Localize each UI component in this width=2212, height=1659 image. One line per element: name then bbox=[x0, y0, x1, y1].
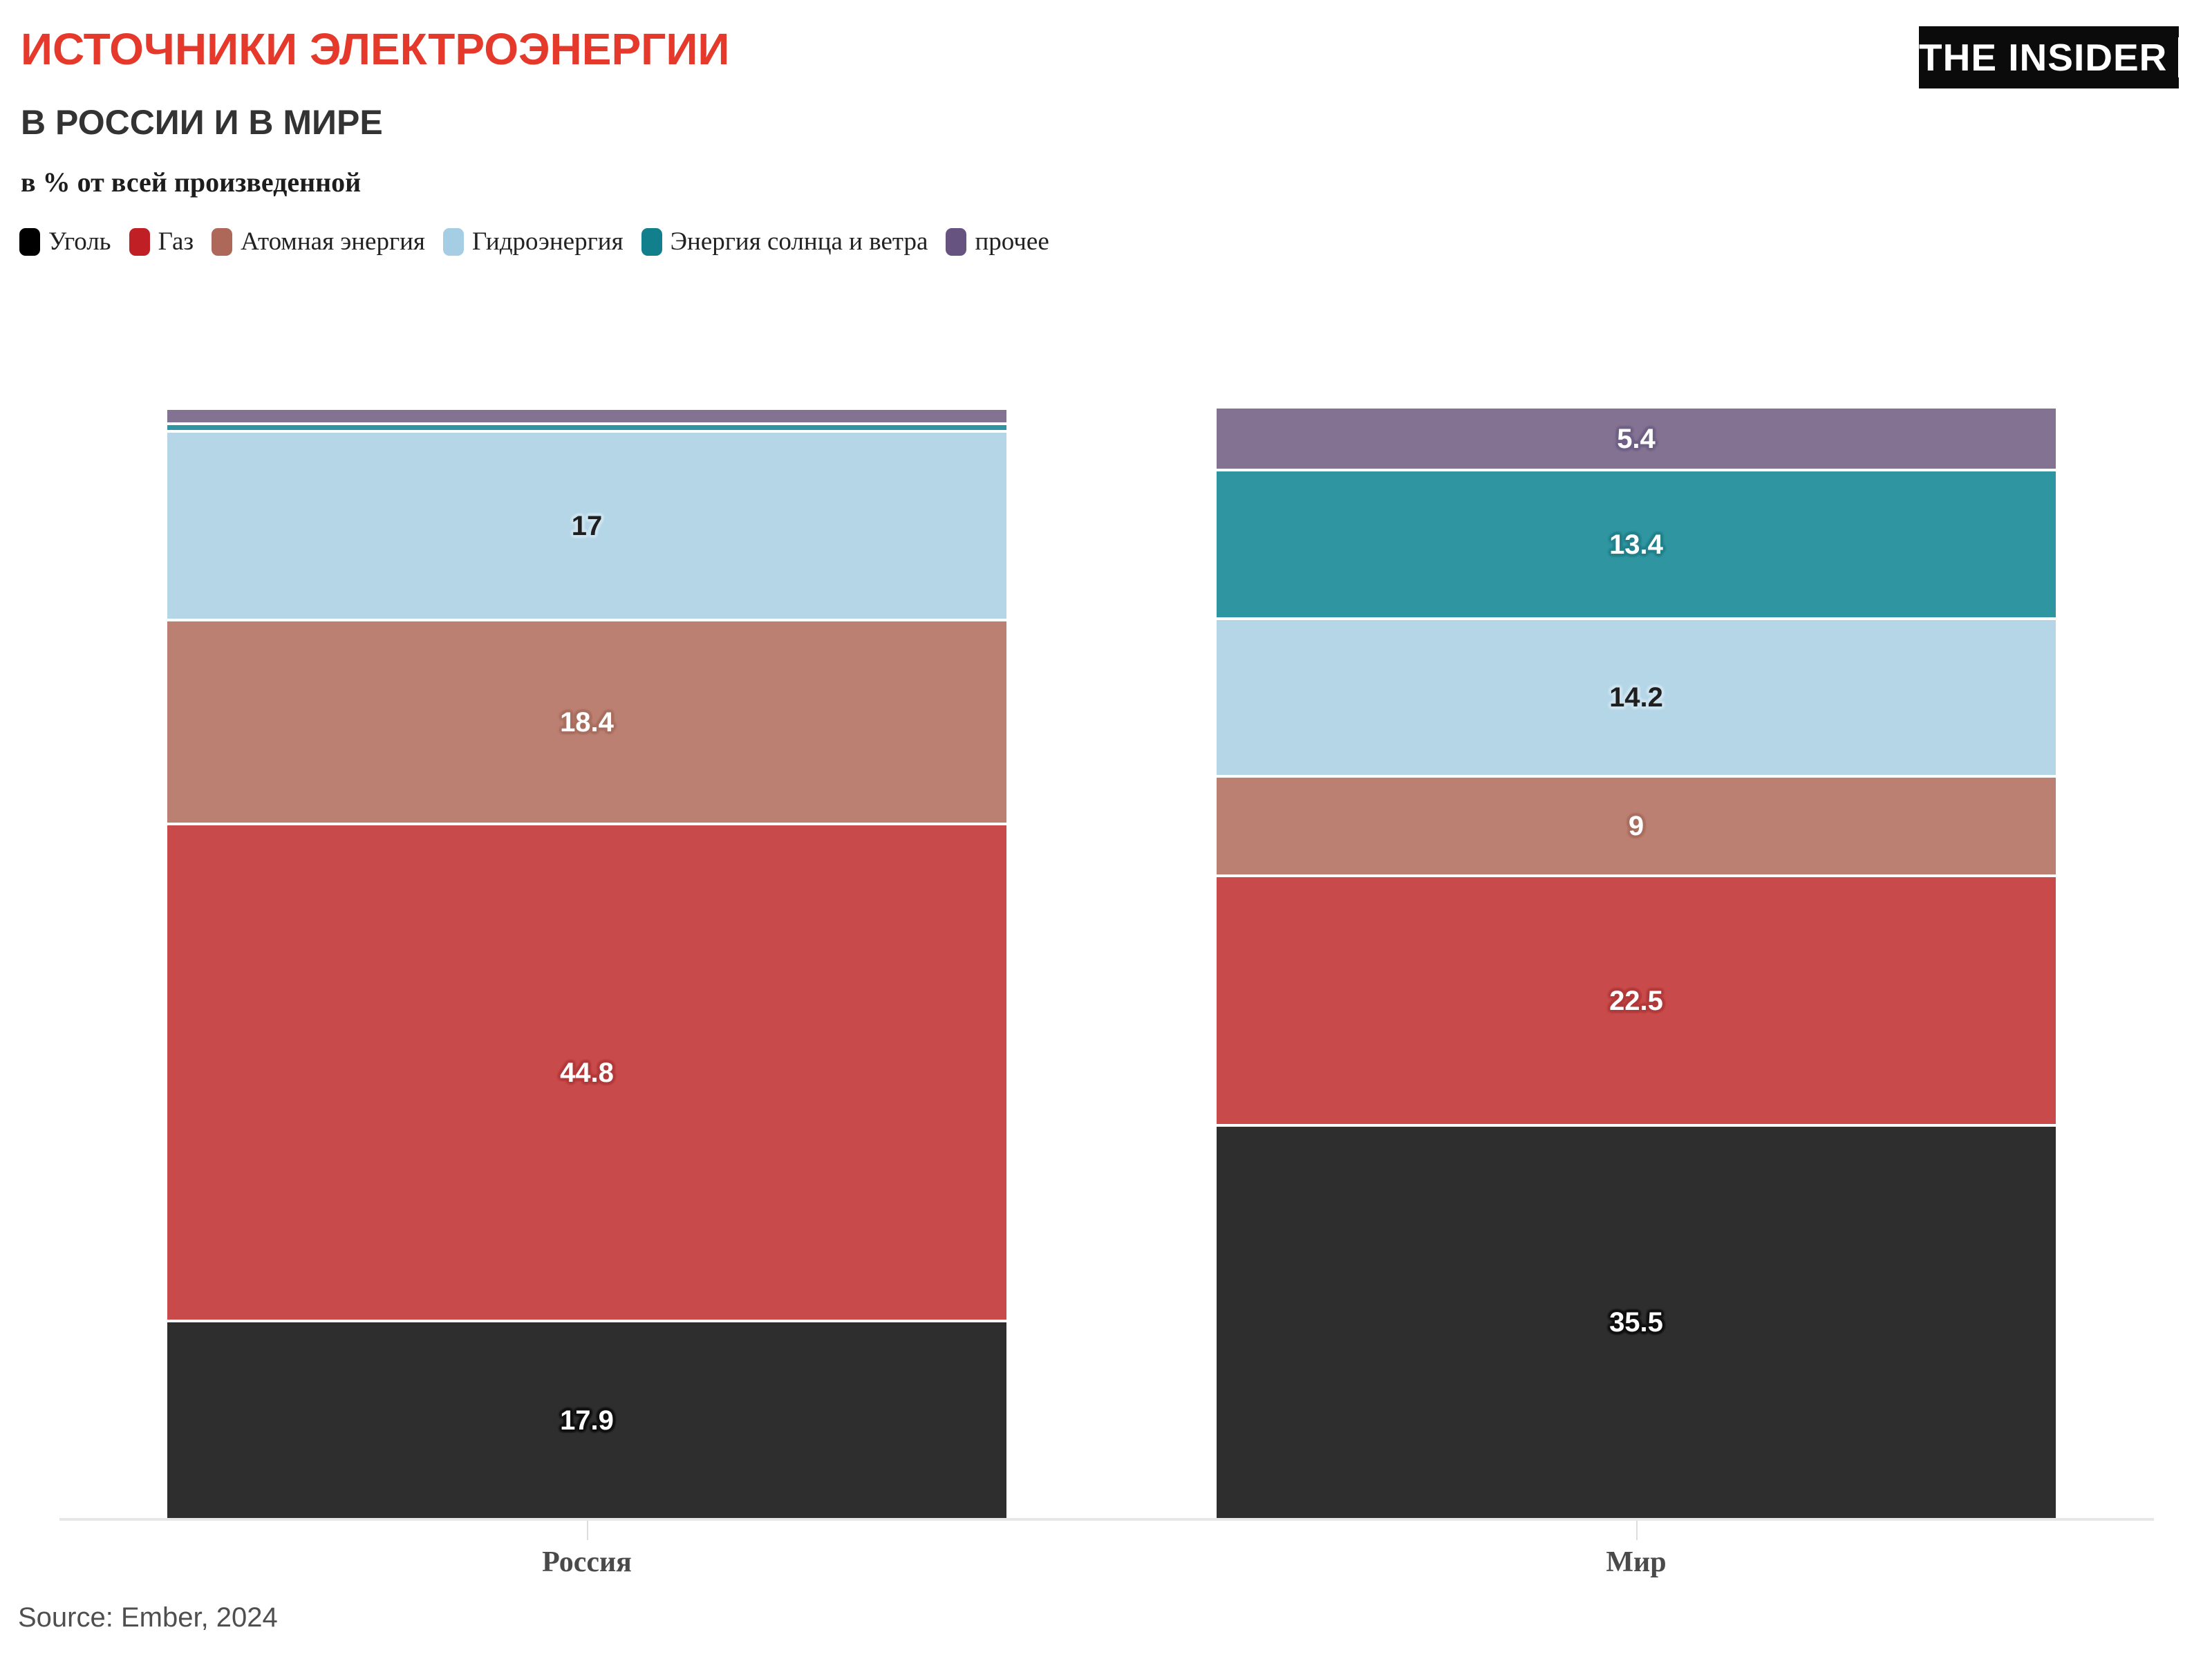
legend-swatch-hydro bbox=[442, 227, 464, 256]
bar-value-label-coal-russia: 17.9 bbox=[560, 1405, 614, 1436]
legend-swatch-coal bbox=[19, 227, 40, 256]
x-axis-line bbox=[59, 1518, 2154, 1521]
legend-label-gas: Газ bbox=[158, 227, 194, 256]
legend-label-solar-wind: Энергия солнца и ветра bbox=[670, 227, 928, 256]
legend-item-solar-wind: Энергия солнца и ветра bbox=[641, 227, 928, 256]
bar-value-label-other-world: 5.4 bbox=[1617, 423, 1656, 454]
source-note: Source: Ember, 2024 bbox=[18, 1602, 278, 1633]
bar-segment-coal-russia[interactable]: 17.9 bbox=[167, 1320, 1006, 1518]
x-axis-label-world: Мир bbox=[1606, 1546, 1667, 1578]
bar-world: 5.4 13.4 14.2 9 22.5 35.5 bbox=[1217, 409, 2056, 1518]
x-axis-tick-russia bbox=[587, 1521, 588, 1540]
legend-item-other: прочее bbox=[946, 227, 1049, 256]
the-insider-logo: THE INSIDER bbox=[1919, 26, 2179, 88]
bar-value-label-solar-wind-world: 13.4 bbox=[1609, 529, 1663, 560]
x-axis-tick-world bbox=[1636, 1521, 1638, 1540]
bar-segment-gas-russia[interactable]: 44.8 bbox=[167, 823, 1006, 1320]
bar-segment-nuclear-world[interactable]: 9 bbox=[1217, 775, 2056, 874]
bar-segment-solar-wind-world[interactable]: 13.4 bbox=[1217, 469, 2056, 617]
bar-segment-nuclear-russia[interactable]: 18.4 bbox=[167, 619, 1006, 823]
legend-label-coal: Уголь bbox=[48, 227, 111, 256]
legend-item-gas: Газ bbox=[129, 227, 194, 256]
bar-segment-hydro-world[interactable]: 14.2 bbox=[1217, 617, 2056, 775]
logo-text: THE INSIDER bbox=[1919, 36, 2168, 79]
legend-item-nuclear: Атомная энергия bbox=[212, 227, 425, 256]
legend-swatch-solar-wind bbox=[641, 227, 662, 256]
bar-segment-hydro-russia[interactable]: 17 bbox=[167, 430, 1006, 619]
bar-value-label-nuclear-russia: 18.4 bbox=[560, 706, 614, 738]
legend-label-nuclear: Атомная энергия bbox=[241, 227, 425, 256]
bar-value-label-gas-world: 22.5 bbox=[1609, 985, 1663, 1016]
bar-value-label-hydro-russia: 17 bbox=[571, 510, 603, 541]
page-subtitle: В РОССИИ И В МИРЕ bbox=[21, 103, 383, 142]
bar-value-label-nuclear-world: 9 bbox=[1628, 811, 1644, 841]
legend-swatch-other bbox=[946, 227, 967, 256]
page-title: ИСТОЧНИКИ ЭЛЕКТРОЭНЕРГИИ bbox=[21, 24, 730, 74]
bar-segment-other-russia[interactable] bbox=[167, 410, 1006, 422]
bar-russia: 17 18.4 44.8 17.9 bbox=[167, 410, 1006, 1518]
legend-label-hydro: Гидроэнергия bbox=[471, 227, 624, 256]
logo-cursor-bar bbox=[2178, 37, 2179, 77]
unit-note: в % от всей произведенной bbox=[21, 167, 362, 198]
bar-segment-other-world[interactable]: 5.4 bbox=[1217, 409, 2056, 469]
legend-label-other: прочее bbox=[975, 227, 1049, 256]
bar-segment-gas-world[interactable]: 22.5 bbox=[1217, 874, 2056, 1124]
legend-swatch-nuclear bbox=[212, 227, 233, 256]
x-axis-label-russia: Россия bbox=[542, 1546, 632, 1578]
bar-segment-solar-wind-russia[interactable] bbox=[167, 422, 1006, 430]
bar-value-label-hydro-world: 14.2 bbox=[1609, 682, 1663, 713]
legend-item-hydro: Гидроэнергия bbox=[442, 227, 624, 256]
legend-swatch-gas bbox=[129, 227, 150, 256]
bar-value-label-coal-world: 35.5 bbox=[1609, 1307, 1663, 1338]
bar-value-label-gas-russia: 44.8 bbox=[560, 1057, 614, 1088]
bar-segment-coal-world[interactable]: 35.5 bbox=[1217, 1124, 2056, 1518]
chart-legend: Уголь Газ Атомная энергия Гидроэнергия Энерг… bbox=[19, 227, 1067, 256]
legend-item-coal: Уголь bbox=[19, 227, 111, 256]
